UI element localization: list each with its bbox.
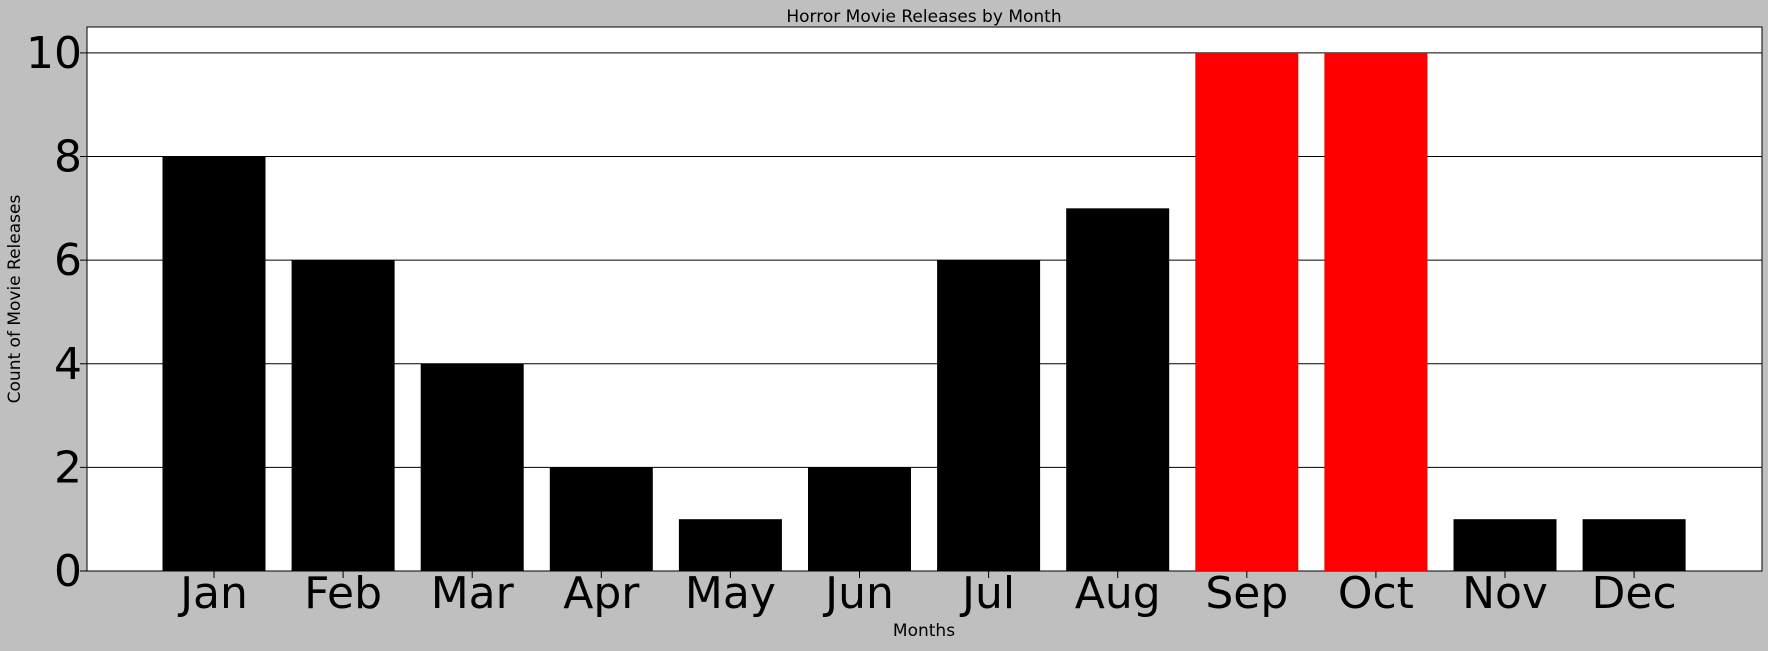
bar-dec (1582, 519, 1686, 571)
y-tick-label: 4 (54, 339, 82, 390)
chart-title: Horror Movie Releases by Month (786, 7, 1061, 27)
y-axis-label: Count of Movie Releases (5, 195, 25, 404)
bar-apr (549, 467, 653, 571)
x-tick-label-apr: Apr (563, 568, 640, 619)
y-tick-label: 8 (54, 132, 82, 183)
bar-nov (1453, 519, 1557, 571)
x-tick-label-jun: Jun (822, 568, 894, 619)
bars (162, 52, 1686, 572)
x-tick-label-jul: Jul (959, 568, 1015, 619)
x-tick-label-may: May (685, 568, 776, 619)
bar-jul (937, 260, 1041, 571)
y-tick-label: 0 (54, 546, 82, 597)
y-tick-label: 10 (26, 28, 82, 79)
x-tick-label-mar: Mar (431, 568, 515, 619)
bar-jan (162, 156, 266, 571)
bar-mar (420, 363, 524, 571)
bar-jun (808, 467, 911, 571)
y-tick-label: 6 (54, 235, 82, 286)
x-tick-label-sep: Sep (1205, 568, 1288, 619)
y-axis: 0 2 4 6 8 10 (26, 28, 87, 597)
x-tick-label-nov: Nov (1462, 568, 1548, 619)
bar-feb (291, 260, 395, 571)
x-tick-label-jan: Jan (177, 568, 248, 619)
bar-sep (1195, 52, 1299, 571)
bar-may (678, 519, 782, 571)
x-tick-label-oct: Oct (1338, 568, 1414, 619)
bar-oct (1324, 52, 1428, 571)
x-tick-label-feb: Feb (304, 568, 382, 619)
x-tick-label-dec: Dec (1592, 568, 1677, 619)
x-tick-label-aug: Aug (1075, 568, 1161, 619)
x-axis-label: Months (893, 621, 955, 641)
bar-aug (1066, 208, 1170, 572)
y-tick-label: 2 (54, 442, 82, 493)
x-axis: Jan Feb Mar Apr May Jun Jul Aug Sep Oct Nov Dec (177, 568, 1677, 619)
